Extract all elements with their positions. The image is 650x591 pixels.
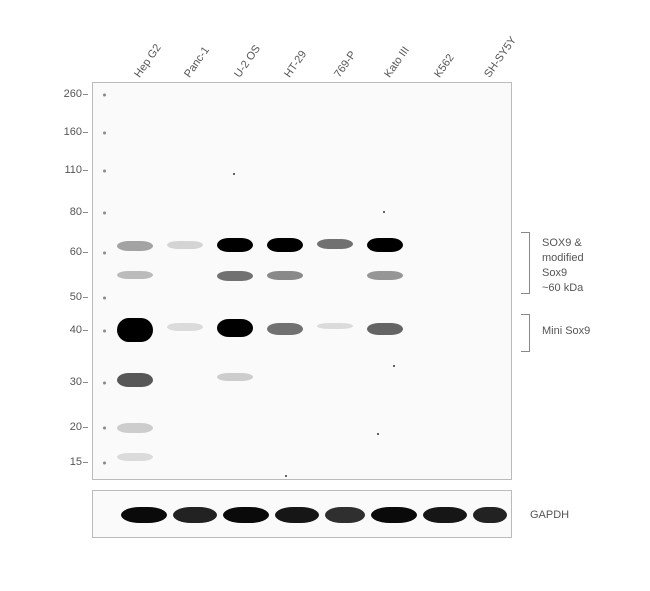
lane bbox=[413, 83, 457, 479]
mw-dot bbox=[103, 170, 106, 173]
mw-dot bbox=[103, 94, 106, 97]
speck bbox=[377, 433, 379, 435]
mw-tick bbox=[83, 132, 88, 133]
sox9-bracket bbox=[516, 232, 530, 294]
band bbox=[117, 271, 153, 279]
mw-label: 160 bbox=[64, 126, 82, 138]
mw-tick bbox=[83, 170, 88, 171]
mw-label: 80 bbox=[70, 206, 82, 218]
mw-dot bbox=[103, 212, 106, 215]
band bbox=[367, 238, 403, 252]
mw-dot bbox=[103, 427, 106, 430]
band bbox=[367, 271, 403, 280]
band bbox=[217, 319, 253, 337]
mw-tick bbox=[83, 297, 88, 298]
band bbox=[217, 238, 253, 252]
main-blot bbox=[92, 82, 512, 480]
mini-label: Mini Sox9 bbox=[542, 324, 590, 339]
gapdh-band bbox=[371, 507, 417, 523]
gapdh-band bbox=[121, 507, 167, 523]
mw-dot bbox=[103, 382, 106, 385]
sox9-label: SOX9 & modified Sox9 ~60 kDa bbox=[542, 236, 610, 295]
band bbox=[367, 323, 403, 335]
band bbox=[117, 318, 153, 342]
mw-dot bbox=[103, 297, 106, 300]
sox9-label-line2: modified Sox9 bbox=[542, 252, 584, 279]
mw-dot bbox=[103, 330, 106, 333]
mw-tick bbox=[83, 382, 88, 383]
band bbox=[167, 323, 203, 331]
band bbox=[167, 241, 203, 249]
gapdh-band bbox=[275, 507, 319, 523]
mw-label: 110 bbox=[64, 164, 82, 176]
lane bbox=[363, 83, 407, 479]
lane-label: U-2 OS bbox=[232, 43, 263, 80]
mw-tick bbox=[83, 94, 88, 95]
blot-figure: Hep G2 Panc-1 U-2 OS HT-29 769-P Kato III K562… bbox=[50, 20, 610, 560]
band bbox=[117, 423, 153, 433]
lane bbox=[113, 83, 157, 479]
lane-label: SH-SY5Y bbox=[482, 35, 519, 80]
lane bbox=[263, 83, 307, 479]
band bbox=[117, 373, 153, 387]
mini-bracket bbox=[516, 314, 530, 352]
gapdh-band bbox=[223, 507, 269, 523]
gapdh-band bbox=[473, 507, 507, 523]
band bbox=[217, 271, 253, 281]
lane-label: Hep G2 bbox=[132, 42, 164, 80]
lane-label: Kato III bbox=[382, 45, 412, 80]
mw-tick bbox=[83, 462, 88, 463]
lane bbox=[163, 83, 207, 479]
band bbox=[117, 453, 153, 461]
lane bbox=[213, 83, 257, 479]
band bbox=[267, 323, 303, 335]
speck bbox=[393, 365, 395, 367]
mw-label: 60 bbox=[70, 246, 82, 258]
gapdh-blot bbox=[92, 490, 512, 538]
mw-dot bbox=[103, 132, 106, 135]
lane-label: K562 bbox=[432, 52, 457, 80]
lane bbox=[313, 83, 357, 479]
band bbox=[117, 241, 153, 251]
mw-label: 260 bbox=[64, 88, 82, 100]
gapdh-band bbox=[173, 507, 217, 523]
gapdh-band bbox=[325, 507, 365, 523]
lane-label: HT-29 bbox=[282, 49, 309, 80]
mw-label: 20 bbox=[70, 421, 82, 433]
mw-dot bbox=[103, 462, 106, 465]
gapdh-band bbox=[423, 507, 467, 523]
mw-label: 40 bbox=[70, 324, 82, 336]
band bbox=[267, 238, 303, 252]
sox9-label-line3: ~60 kDa bbox=[542, 282, 583, 294]
lane-labels: Hep G2 Panc-1 U-2 OS HT-29 769-P Kato III K562… bbox=[112, 20, 542, 80]
mw-marker-dots bbox=[99, 83, 109, 479]
gapdh-label-text: GAPDH bbox=[530, 509, 569, 521]
lane bbox=[463, 83, 507, 479]
mw-tick bbox=[83, 330, 88, 331]
speck bbox=[383, 211, 385, 213]
mw-tick bbox=[83, 252, 88, 253]
band bbox=[317, 323, 353, 329]
band bbox=[267, 271, 303, 280]
speck bbox=[233, 173, 235, 175]
mw-label: 50 bbox=[70, 291, 82, 303]
mw-label: 30 bbox=[70, 376, 82, 388]
band bbox=[217, 373, 253, 381]
lane-label: Panc-1 bbox=[182, 45, 212, 80]
lane-label: 769-P bbox=[332, 49, 359, 80]
band bbox=[317, 239, 353, 249]
mini-label-text: Mini Sox9 bbox=[542, 325, 590, 337]
mw-tick bbox=[83, 427, 88, 428]
mw-tick bbox=[83, 212, 88, 213]
sox9-label-line1: SOX9 & bbox=[542, 237, 582, 249]
mw-label: 15 bbox=[70, 456, 82, 468]
mw-dot bbox=[103, 252, 106, 255]
mw-labels: 260 160 110 80 60 50 40 30 20 15 bbox=[50, 82, 88, 480]
gapdh-label: GAPDH bbox=[530, 508, 569, 523]
speck bbox=[285, 475, 287, 477]
